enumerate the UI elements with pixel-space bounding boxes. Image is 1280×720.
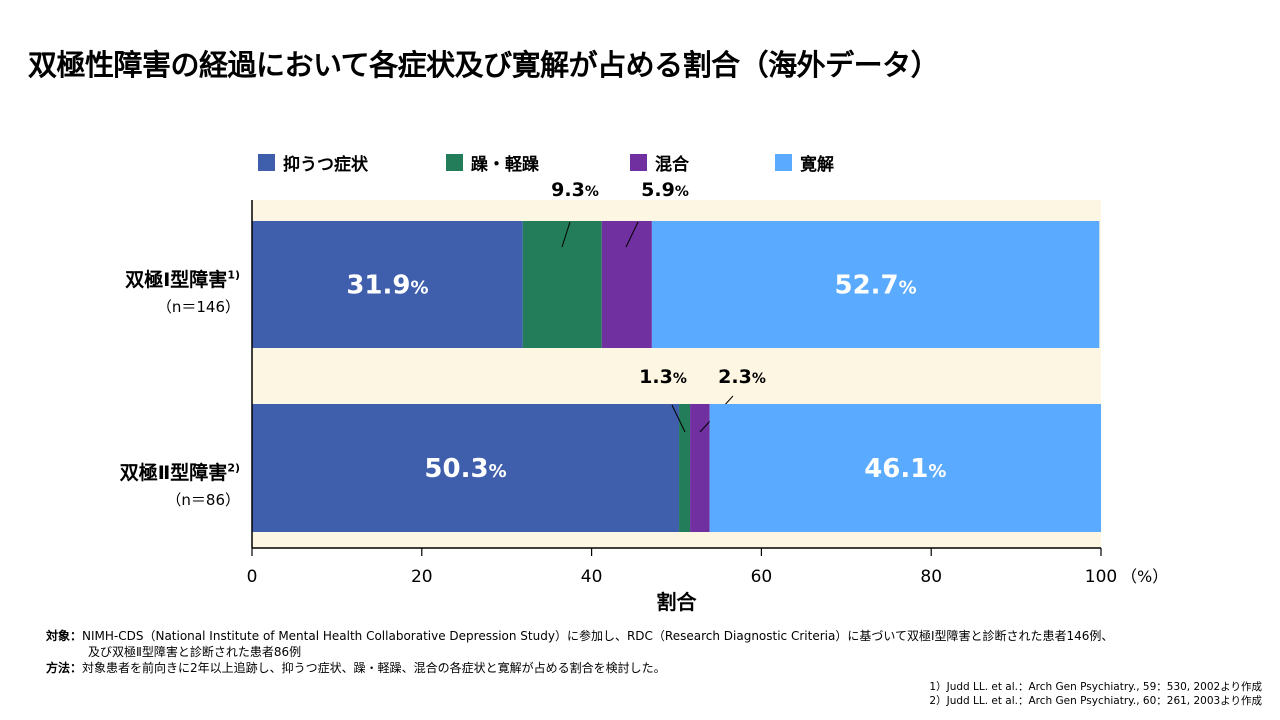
x-tick-label: 20 [411,567,433,587]
callout-line [625,221,639,248]
category-name: 双極Ⅱ型障害 [119,462,228,484]
stacked-bar-chart: 31.9% 9.3% 5.9% 52.7% 50.3% 1.3% 2.3% 46.1% 0 20 4… [247,179,1169,614]
bar-segment [709,404,1101,532]
callout-line [561,221,571,248]
subject-key: 対象： [46,629,83,643]
notes: 対象：NIMH-CDS（National Institute of Mental… [46,628,1113,676]
data-label: 46.1% [864,454,946,484]
legend-label: 抑うつ症状 [283,155,368,175]
subject-text: NIMH-CDS（National Institute of Mental He… [82,629,1114,643]
category-n: （n＝146） [156,298,240,316]
bar-segment [651,221,1100,348]
page-title: 双極性障害の経過において各症状及び寛解が占める割合（海外データ） [28,48,940,82]
bar-segment [522,221,602,348]
category-label-bipolar-1: 双極Ⅰ型障害1) （n＝146） [125,265,240,317]
reference: 2）Judd LL. et al.：Arch Gen Psychiatry., … [929,695,1262,707]
legend-item-mania: 躁・軽躁 [446,150,539,175]
legend-swatch [775,154,792,171]
x-tick-label: 60 [751,567,773,587]
bar-segment [690,404,710,532]
subject-text-2: 及び双極Ⅱ型障害と診断された患者86例 [88,645,302,659]
data-label: 5.9% [641,179,689,201]
x-tick-label: 0 [247,567,258,587]
x-tick-label: 100 [1085,567,1117,587]
x-tick-label: 40 [581,567,603,587]
data-label: 9.3% [551,179,599,201]
data-label: 31.9% [346,271,428,301]
method-key: 方法： [46,661,83,675]
legend-swatch [258,154,275,171]
data-label: 2.3% [718,366,766,388]
reference: 1）Judd LL. et al.：Arch Gen Psychiatry., … [929,681,1262,693]
legend-label: 混合 [655,155,689,175]
legend-item-mixed: 混合 [630,150,689,175]
category-ref: 2) [227,461,240,475]
legend-label: 躁・軽躁 [471,155,539,175]
legend-swatch [630,154,647,171]
x-tick-label: 80 [920,567,942,587]
legend-label: 寛解 [800,155,834,175]
method-text: 対象患者を前向きに2年以上追跡し、抑うつ症状、躁・軽躁、混合の各症状と寛解が占め… [82,661,666,675]
legend-swatch [446,154,463,171]
references: 1）Judd LL. et al.：Arch Gen Psychiatry., … [929,680,1262,708]
x-unit: （%） [1121,567,1168,586]
legend-item-remission: 寛解 [775,150,834,175]
bar-segment [601,221,652,348]
data-label: 50.3% [424,454,506,484]
category-name: 双極Ⅰ型障害 [125,269,228,291]
x-axis-title: 割合 [657,590,698,614]
callout-line [671,404,686,433]
category-ref: 1) [227,268,240,282]
legend-item-depression: 抑うつ症状 [258,150,368,175]
category-n: （n＝86） [166,491,240,509]
data-label: 52.7% [834,271,916,301]
bar-segment [252,221,523,348]
category-label-bipolar-2: 双極Ⅱ型障害2) （n＝86） [120,458,240,510]
bar-segment [252,404,680,532]
bar-segment [679,404,691,532]
data-label: 1.3% [639,366,687,388]
